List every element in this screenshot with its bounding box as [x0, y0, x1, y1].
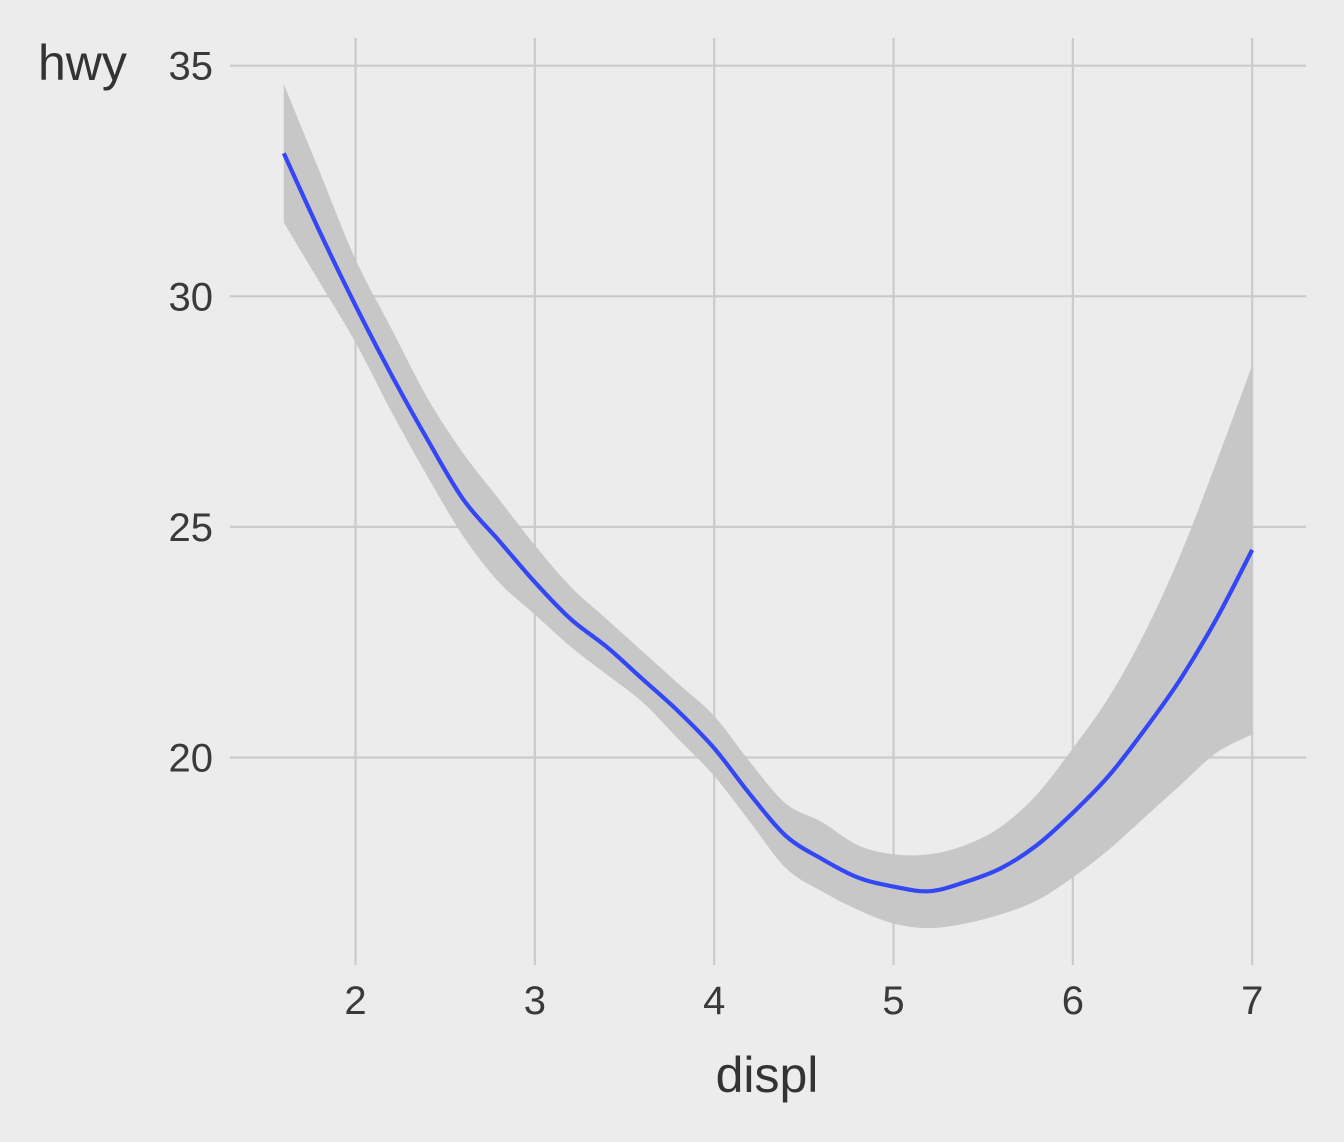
x-tick-label: 2	[344, 979, 366, 1023]
confidence-band	[283, 84, 1253, 929]
y-tick-label: 30	[169, 275, 214, 319]
y-tick-label: 35	[169, 45, 214, 89]
y-tick-label: 25	[169, 506, 214, 550]
y-tick-labels: 20 25 30 35	[169, 45, 214, 781]
y-axis-title: hwy	[38, 35, 127, 91]
x-axis-title: displ	[716, 1047, 819, 1103]
x-tick-label: 3	[524, 979, 546, 1023]
x-tick-label: 5	[882, 979, 904, 1023]
x-tick-labels: 2 3 4 5 6 7	[344, 979, 1263, 1023]
x-tick-label: 7	[1241, 979, 1263, 1023]
y-tick-label: 20	[169, 736, 214, 780]
x-tick-label: 6	[1062, 979, 1084, 1023]
x-tick-label: 4	[703, 979, 725, 1023]
smooth-fit-line	[281, 152, 1255, 894]
